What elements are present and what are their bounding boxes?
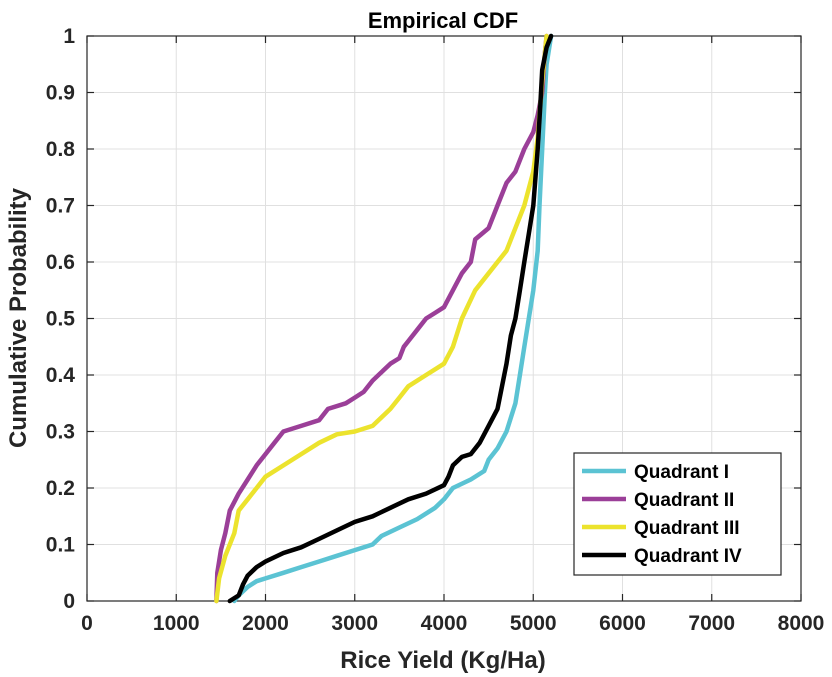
y-tick-label: 0.3	[46, 421, 75, 444]
legend: Quadrant I Quadrant II Quadrant III Quadran…	[573, 452, 782, 576]
y-axis-label: Cumulative Probability	[5, 187, 32, 448]
y-tick-label: 0.4	[46, 364, 76, 387]
series-line-2	[214, 33, 549, 604]
y-tick-label: 0.6	[46, 251, 75, 274]
x-tick-label: 2000	[242, 612, 289, 635]
y-tick-label: 0.1	[46, 534, 76, 557]
x-tick-label: 1000	[153, 612, 200, 635]
series-line-1	[232, 33, 554, 604]
legend-label-1: Quadrant I	[634, 462, 729, 483]
series-line-4	[227, 33, 554, 604]
x-tick-label: 5000	[510, 612, 557, 635]
series-lines	[214, 33, 554, 604]
series-line-3	[214, 33, 549, 604]
legend-label-2: Quadrant II	[634, 490, 734, 511]
x-axis-label: Rice Yield (Kg/Ha)	[340, 647, 545, 674]
y-tick-label: 1	[63, 25, 75, 48]
x-tick-label: 3000	[331, 612, 378, 635]
x-tick-label: 0	[81, 612, 93, 635]
y-tick-label: 0.5	[46, 308, 76, 331]
y-tick-label: 0.8	[46, 138, 76, 161]
x-tick-label: 6000	[599, 612, 646, 635]
x-tick-label: 4000	[421, 612, 468, 635]
y-tick-label: 0.9	[46, 82, 75, 105]
x-tick-label: 8000	[778, 612, 825, 635]
x-tick-label: 7000	[688, 612, 735, 635]
legend-label-4: Quadrant IV	[634, 546, 742, 567]
legend-label-3: Quadrant III	[634, 518, 740, 539]
y-tick-label: 0.2	[46, 477, 75, 500]
y-tick-label: 0	[63, 590, 75, 613]
chart-title: Empirical CDF	[368, 8, 518, 33]
y-tick-label: 0.7	[46, 195, 75, 218]
ticks: 0 1000 2000 3000 4000 5000 6000 7000 8000 0 0.1 0.2…	[46, 25, 825, 635]
